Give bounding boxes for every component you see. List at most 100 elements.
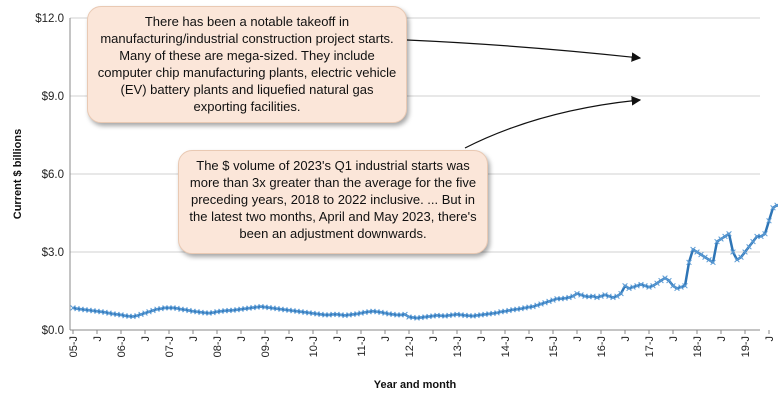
y-tick-label: $0.0	[42, 325, 64, 337]
data-point	[402, 311, 408, 318]
annotation-arrow	[406, 39, 642, 62]
data-point	[594, 294, 600, 301]
data-point	[322, 312, 328, 318]
data-point	[750, 238, 756, 245]
data-point	[766, 218, 772, 224]
data-point	[166, 305, 172, 311]
data-point	[538, 301, 544, 307]
x-tick-label: J	[236, 336, 248, 342]
x-tick-label: 05-J	[68, 336, 80, 357]
data-point	[622, 283, 628, 289]
data-point	[738, 254, 744, 260]
data-point	[570, 293, 576, 299]
data-point	[394, 312, 400, 318]
x-tick-label: J	[332, 336, 344, 342]
x-tick-label: 08-J	[212, 336, 224, 357]
data-point	[654, 280, 660, 286]
data-point	[646, 284, 652, 290]
data-point	[598, 293, 604, 299]
data-point	[694, 249, 700, 255]
data-point	[662, 275, 668, 281]
data-point	[542, 299, 548, 306]
data-point	[650, 283, 656, 289]
x-tick-label: J	[716, 336, 728, 342]
data-point	[706, 257, 712, 263]
x-tick-label: J	[620, 336, 632, 342]
data-point	[714, 238, 720, 245]
data-point	[698, 251, 704, 258]
data-point	[578, 292, 584, 298]
x-tick-label: 19-J	[740, 336, 752, 357]
x-axis-title: Year and month	[374, 379, 457, 391]
data-point	[682, 283, 688, 289]
x-tick-label: J	[140, 336, 152, 342]
x-tick-label: J	[668, 336, 680, 342]
data-point	[770, 205, 776, 211]
data-point	[530, 303, 536, 310]
annotation-arrow	[464, 96, 642, 149]
data-point	[330, 311, 336, 318]
data-point	[146, 309, 152, 315]
y-tick-label: $6.0	[42, 169, 64, 181]
annotation-mega-projects: There has been a notable takeoff in manu…	[87, 6, 407, 123]
x-tick-label: 11-J	[356, 336, 368, 357]
x-tick-label: 12-J	[404, 336, 416, 357]
data-point	[590, 293, 596, 299]
y-tick-label: $12.0	[35, 13, 64, 25]
data-point	[718, 236, 724, 242]
data-point	[554, 296, 560, 302]
data-point	[574, 290, 580, 297]
x-tick-label: J	[764, 336, 776, 342]
x-tick-label: 06-J	[116, 336, 128, 357]
data-point	[142, 310, 148, 316]
data-point	[674, 285, 680, 292]
data-point	[754, 233, 760, 240]
x-tick-label: 13-J	[452, 336, 464, 357]
data-point	[758, 233, 764, 240]
x-tick-label: J	[92, 336, 104, 342]
data-point	[494, 310, 500, 316]
x-tick-label: 07-J	[164, 336, 176, 357]
data-point	[702, 254, 708, 260]
y-tick-label: $3.0	[42, 247, 64, 259]
data-point	[534, 302, 540, 309]
data-point	[550, 297, 556, 303]
data-point	[566, 294, 572, 301]
data-point	[678, 284, 684, 290]
data-point	[726, 231, 732, 237]
x-tick-label: 17-J	[644, 336, 656, 357]
data-point	[138, 311, 144, 318]
data-point	[734, 257, 740, 263]
data-point	[614, 293, 620, 299]
data-point	[610, 294, 616, 301]
data-point	[634, 283, 640, 289]
data-point	[626, 285, 632, 292]
annotation-q1-starts: The $ volume of 2023's Q1 industrial sta…	[178, 150, 488, 254]
x-tick-label: J	[572, 336, 584, 342]
data-point	[134, 312, 140, 319]
data-point	[638, 281, 644, 288]
data-point	[666, 277, 672, 284]
data-point	[746, 244, 752, 250]
data-point	[686, 259, 692, 266]
data-point	[618, 290, 624, 297]
x-tick-label: J	[476, 336, 488, 342]
x-tick-label: J	[284, 336, 296, 342]
x-tick-label: J	[524, 336, 536, 342]
x-tick-label: 10-J	[308, 336, 320, 357]
data-point	[710, 259, 716, 266]
data-point	[690, 246, 696, 253]
x-tick-label: 14-J	[500, 336, 512, 357]
data-point	[150, 307, 156, 314]
data-point	[730, 249, 736, 255]
data-point	[762, 231, 768, 237]
x-tick-label: J	[428, 336, 440, 342]
data-point	[162, 305, 168, 311]
x-tick-label: 15-J	[548, 336, 560, 357]
x-tick-label: 18-J	[692, 336, 704, 357]
data-point	[642, 283, 648, 289]
x-tick-label: 09-J	[260, 336, 272, 357]
x-tick-label: J	[188, 336, 200, 342]
